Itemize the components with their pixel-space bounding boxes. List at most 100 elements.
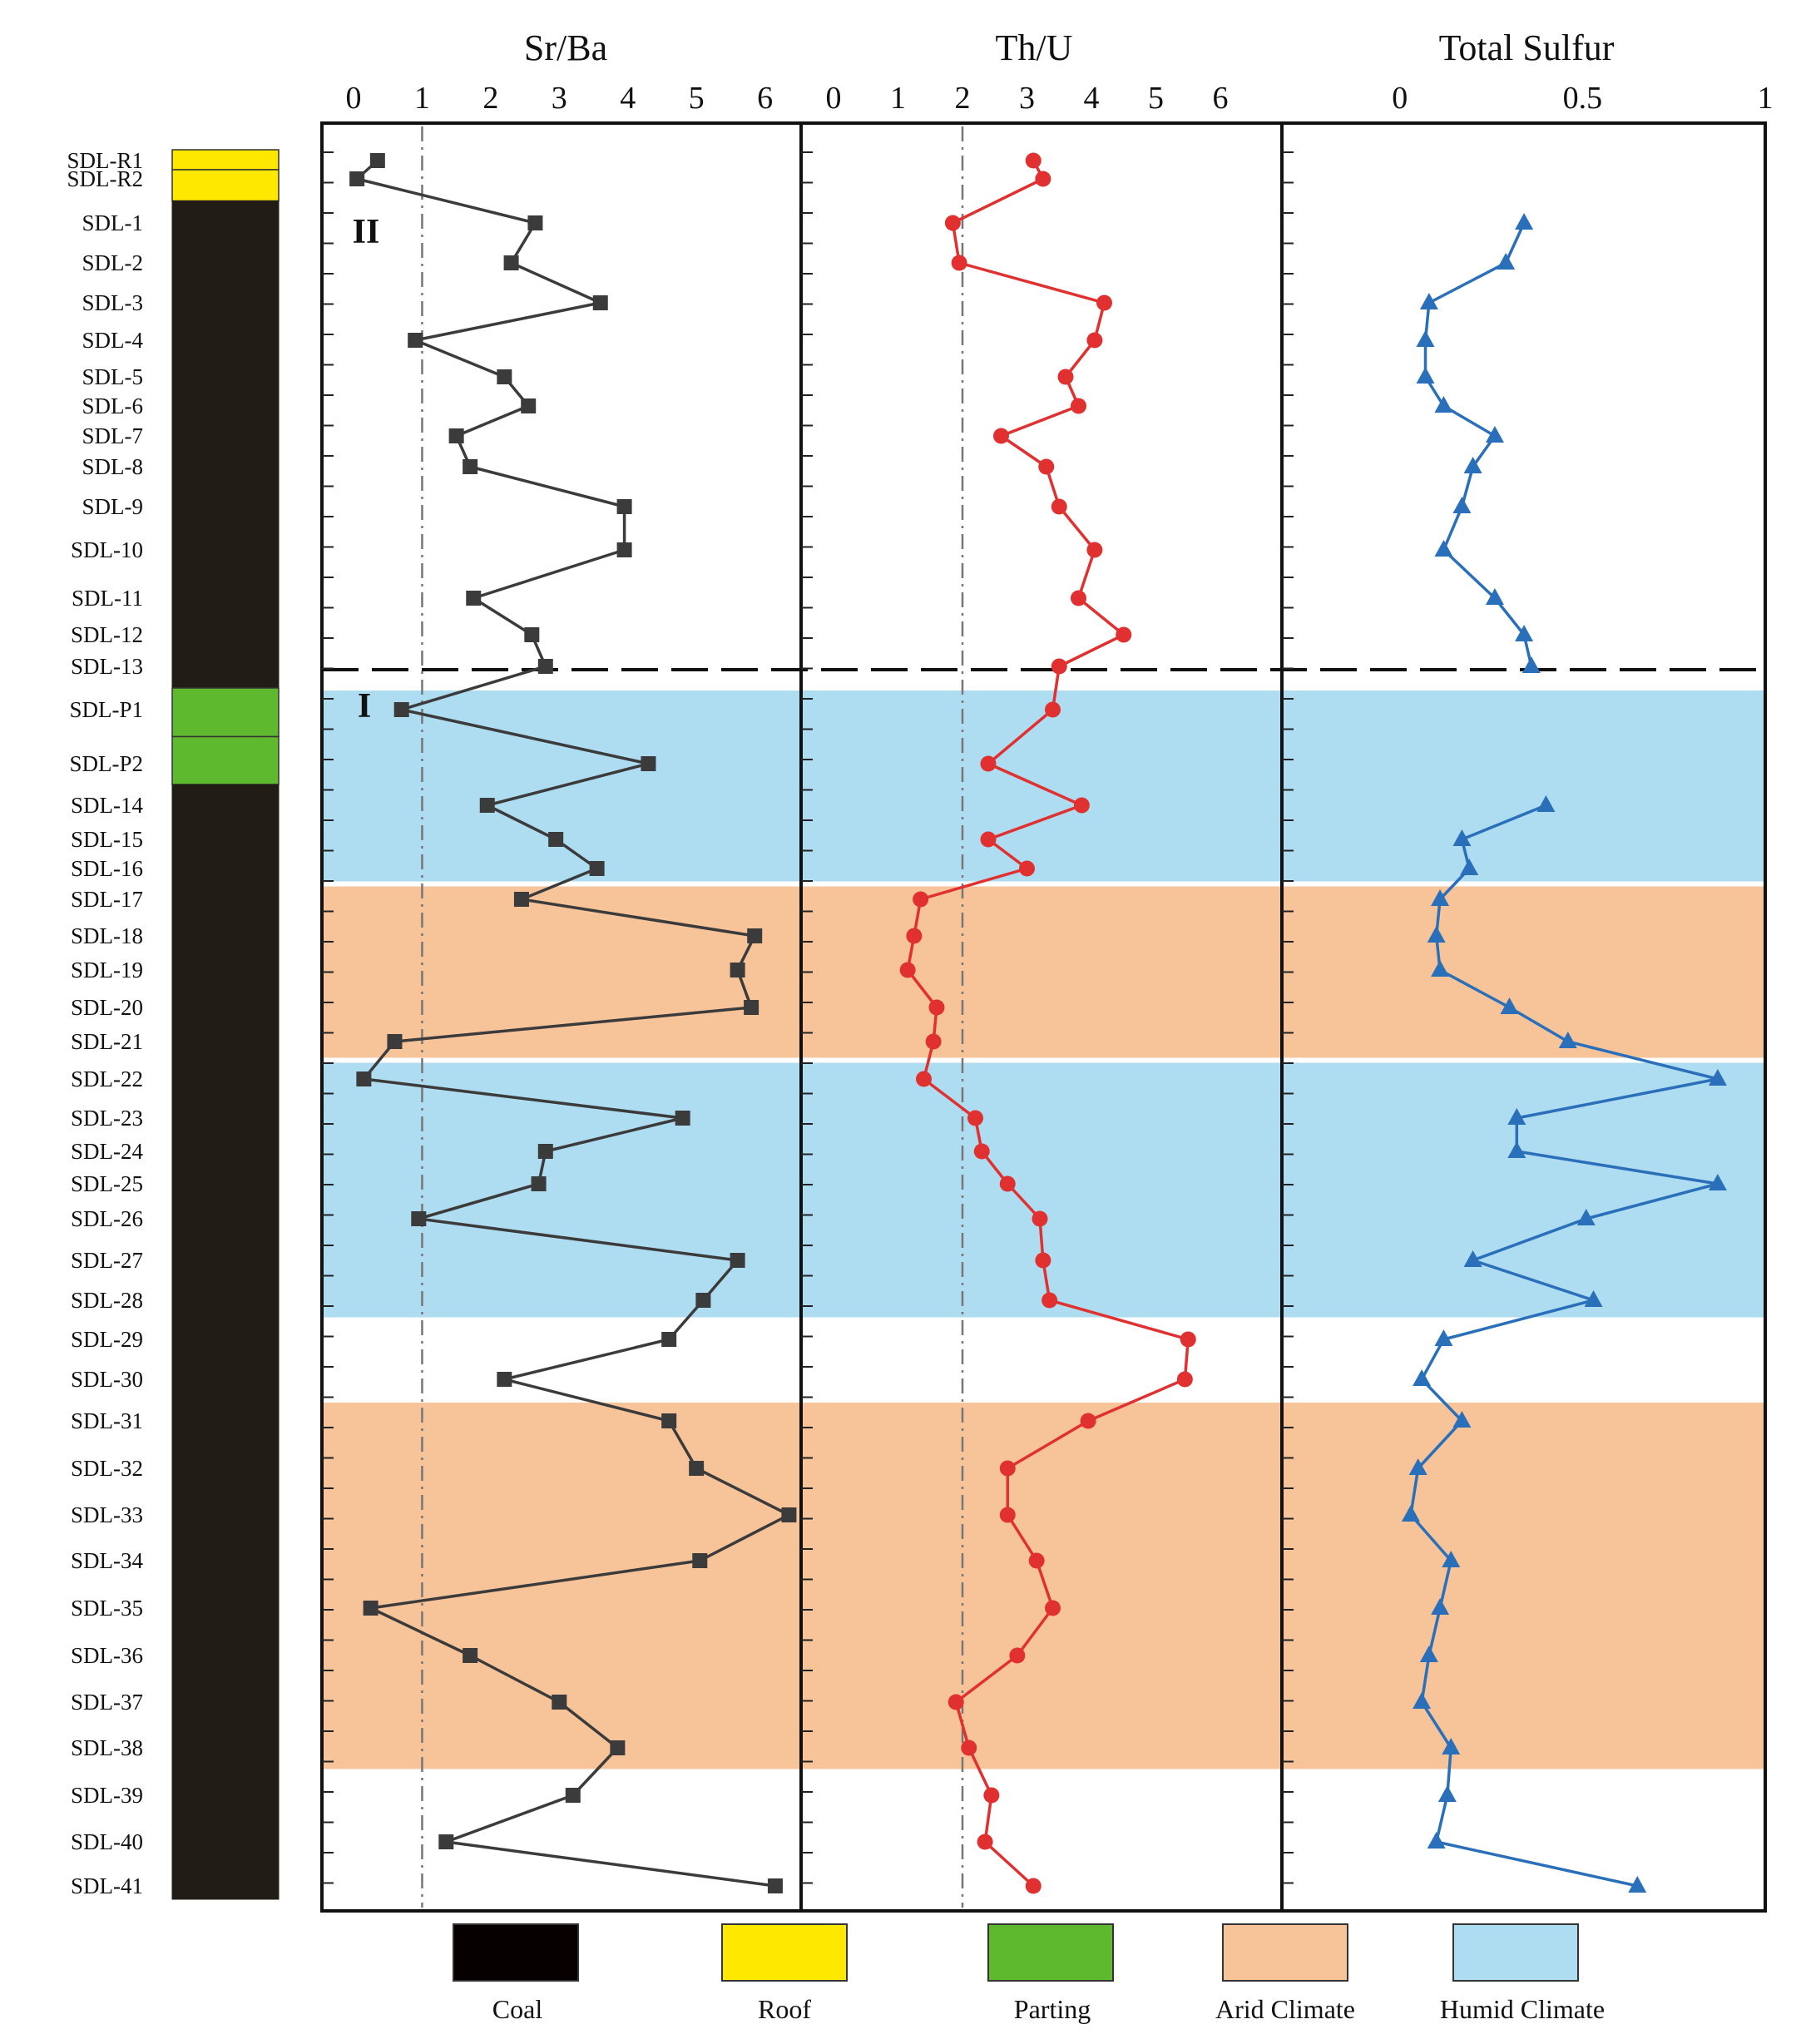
- sulfur-point: [1431, 960, 1450, 977]
- srba-point: [503, 255, 519, 270]
- coal-layer: [171, 1444, 280, 1492]
- thu-point: [1019, 860, 1035, 877]
- sample-label: SDL-7: [82, 423, 144, 448]
- thu-point: [916, 1071, 932, 1087]
- srba-point: [781, 1507, 797, 1522]
- coal-layer: [171, 200, 280, 244]
- sample-label: SDL-15: [71, 827, 143, 852]
- sample-label: SDL-17: [71, 887, 143, 912]
- coal-layer: [171, 1239, 280, 1281]
- sulfur-point: [1413, 1692, 1432, 1709]
- sulfur-point: [1413, 1369, 1432, 1386]
- srba-point: [387, 1034, 403, 1049]
- srba-point: [411, 1211, 427, 1226]
- coal-layer: [171, 1098, 280, 1136]
- thu-point: [1045, 1600, 1061, 1616]
- legend-label-roof: Roof: [758, 1994, 811, 2024]
- sulfur-point: [1463, 457, 1482, 473]
- sulfur-point: [1515, 625, 1534, 641]
- srba-axis-title: Sr/Ba: [524, 27, 607, 68]
- legend-swatch-parting: [987, 1923, 1114, 1982]
- coal-layer: [171, 321, 280, 359]
- parting-layer: [171, 735, 280, 785]
- sulfur-tick-label: 1: [1758, 81, 1774, 116]
- thu-point: [1073, 797, 1090, 814]
- sulfur-point: [1419, 1646, 1438, 1662]
- coal-layer: [171, 1024, 280, 1061]
- sulfur-point: [1507, 1108, 1526, 1125]
- sulfur-point: [1416, 367, 1435, 384]
- thu-point: [906, 928, 923, 944]
- sample-label: SDL-29: [71, 1327, 143, 1352]
- coal-layer: [171, 1584, 280, 1632]
- srba-point: [408, 333, 423, 348]
- sample-label: SDL-5: [82, 364, 144, 389]
- sulfur-point: [1576, 1209, 1596, 1225]
- sample-label: SDL-41: [71, 1873, 143, 1898]
- sulfur-point: [1434, 540, 1453, 557]
- srba-tick-label: 6: [757, 81, 773, 116]
- srba-tick-label: 2: [482, 81, 498, 116]
- legend-swatch-humid-climate: [1452, 1923, 1579, 1982]
- srba-point: [589, 861, 605, 876]
- sample-label: SDL-40: [71, 1829, 143, 1854]
- srba-point: [661, 1332, 677, 1347]
- sulfur-point: [1708, 1174, 1727, 1190]
- coal-layer: [171, 883, 280, 918]
- srba-tick-label: 5: [689, 81, 705, 116]
- zone-label-ii: II: [353, 213, 380, 251]
- roof-layer: [171, 149, 280, 171]
- thu-point: [925, 1033, 942, 1050]
- thu-tick-label: 2: [955, 81, 971, 116]
- roof-layer: [171, 169, 280, 202]
- sample-label: SDL-R1: [67, 148, 143, 173]
- thu-point: [1071, 398, 1086, 414]
- thu-point: [967, 1110, 983, 1126]
- thu-point: [1180, 1331, 1196, 1348]
- sulfur-point: [1401, 1505, 1420, 1522]
- thu-point: [1025, 152, 1042, 169]
- srba-point: [524, 627, 540, 642]
- sample-label: SDL-18: [71, 923, 143, 948]
- coal-layer: [171, 917, 280, 953]
- sulfur-series-line: [1409, 804, 1719, 1888]
- coal-layer: [171, 527, 280, 575]
- srba-point: [363, 1601, 379, 1616]
- srba-point: [730, 1253, 745, 1268]
- sample-label: SDL-26: [71, 1206, 143, 1231]
- sample-label: SDL-P2: [69, 751, 143, 776]
- sample-label: SDL-36: [71, 1643, 143, 1668]
- coal-layer: [171, 1200, 280, 1240]
- coal-layer: [171, 616, 280, 651]
- sample-label: SDL-19: [71, 958, 143, 982]
- sample-label: SDL-30: [71, 1367, 143, 1392]
- parting-layer: [171, 687, 280, 738]
- thu-point: [1045, 701, 1061, 718]
- sulfur-axis-title: Total Sulfur: [1439, 27, 1615, 68]
- thu-tick-label: 1: [890, 81, 906, 116]
- thu-point: [999, 1175, 1016, 1192]
- sample-label: SDL-23: [71, 1106, 143, 1131]
- coal-layer: [171, 1279, 280, 1320]
- legend: Coal Roof Parting Arid Climate Humid Climate: [453, 1923, 1605, 2024]
- sulfur-point: [1708, 1069, 1727, 1086]
- sample-label: SDL-31: [71, 1408, 143, 1433]
- sulfur-point: [1521, 656, 1541, 673]
- thu-point: [977, 1834, 993, 1850]
- coal-layer: [171, 1725, 280, 1772]
- coal-layer: [171, 1167, 280, 1202]
- thu-axis-title: Th/U: [996, 27, 1073, 68]
- coal-layer: [171, 822, 280, 854]
- srba-point: [641, 756, 656, 771]
- srba-point: [479, 798, 495, 813]
- thu-point: [980, 831, 997, 848]
- sulfur-point: [1485, 588, 1504, 605]
- sample-label: SDL-28: [71, 1288, 143, 1313]
- sulfur-point: [1452, 829, 1472, 846]
- thu-point: [913, 891, 929, 908]
- sulfur-point: [1416, 330, 1435, 347]
- sample-label: SDL-20: [71, 995, 143, 1020]
- srba-point: [689, 1461, 705, 1476]
- srba-point: [466, 591, 482, 606]
- coal-layer: [171, 420, 280, 452]
